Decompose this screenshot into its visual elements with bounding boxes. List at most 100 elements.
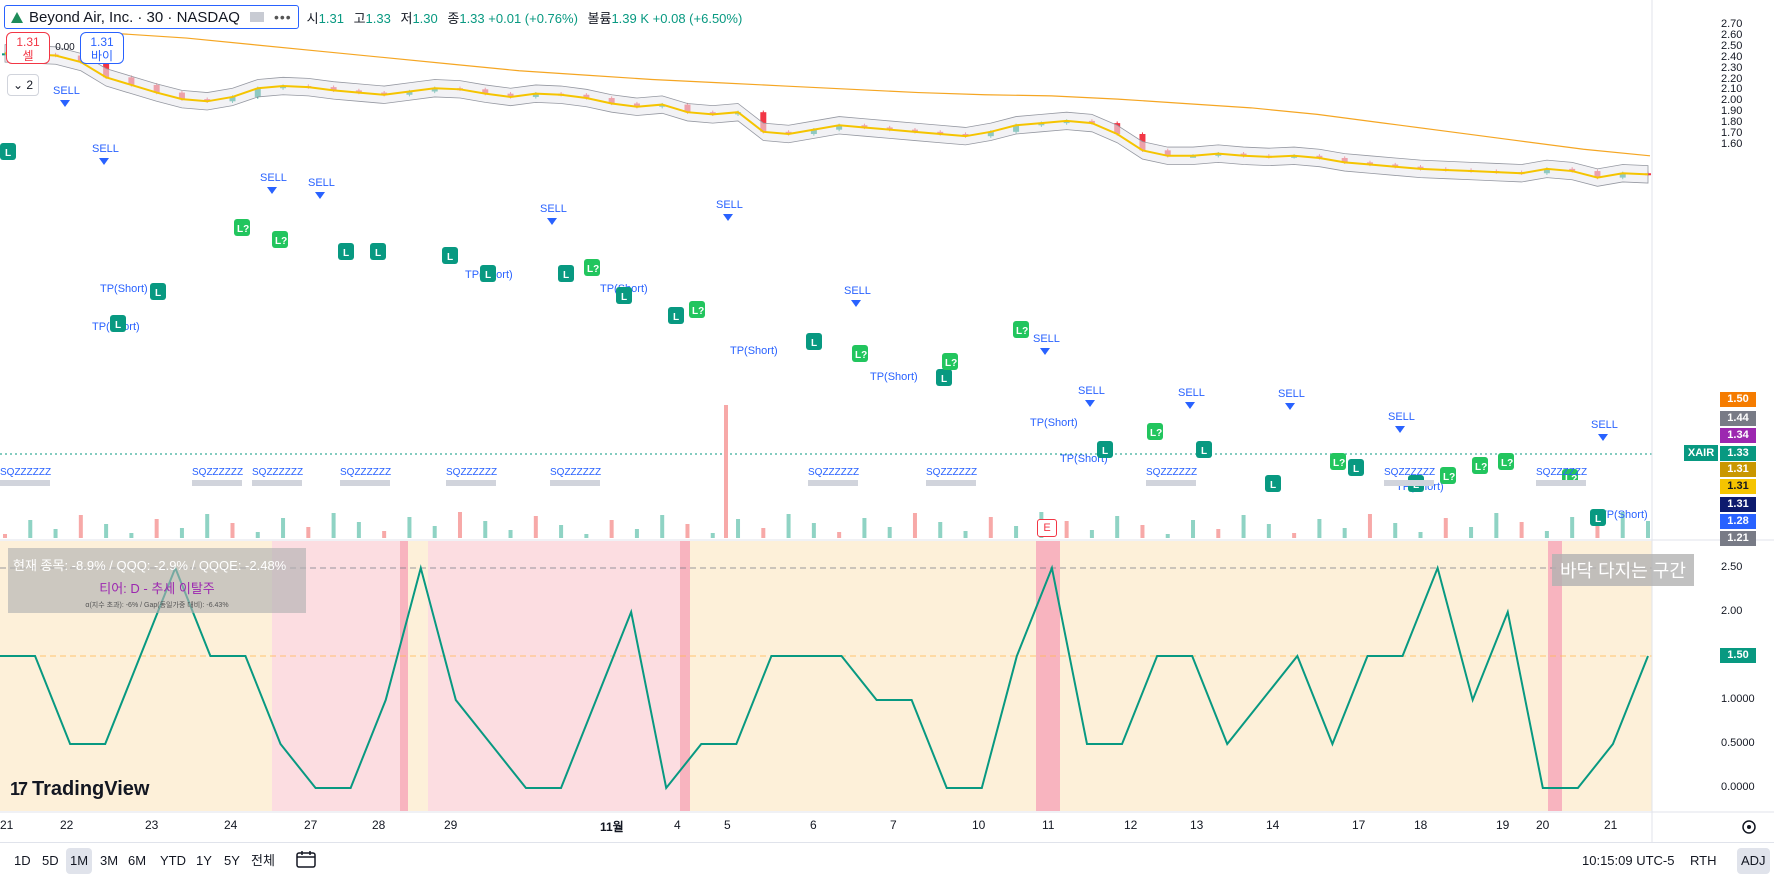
long-signal-box [338, 243, 354, 260]
osc-current-tag: 1.50 [1720, 648, 1756, 663]
calendar-icon[interactable] [296, 850, 316, 868]
tp-short-label: TP(Short) [870, 371, 918, 383]
long-signal-label: L [811, 338, 817, 349]
volume-bar [382, 531, 387, 538]
tp-short-label: TP(Short) [1600, 509, 1648, 521]
sell-triangle-icon [99, 158, 109, 165]
volume-bar [1115, 516, 1120, 538]
volume-bar [432, 526, 437, 538]
long-signal-label: L [1201, 446, 1207, 457]
long-signal-label: L [621, 292, 627, 303]
timeframe-3M[interactable]: 3M [100, 853, 119, 868]
timeframe-6M[interactable]: 6M [128, 853, 147, 868]
volume-bar [78, 515, 83, 538]
long-signal-label: L? [1501, 458, 1513, 469]
long-signal-box [936, 369, 952, 386]
more-icon[interactable]: ••• [273, 9, 292, 25]
price-axis-label: 2.70 [1721, 18, 1743, 30]
price-axis-label: 2.30 [1721, 61, 1743, 74]
bollinger-band [4, 44, 1649, 187]
squeeze-bar [926, 480, 976, 486]
long-signal-box [1147, 423, 1163, 440]
close-label: 종 [447, 10, 460, 26]
volume-bar [306, 527, 311, 538]
volume-bar [407, 517, 412, 538]
long-signal-box [1498, 453, 1514, 470]
gear-icon[interactable] [1740, 818, 1758, 836]
timeframe-5Y[interactable]: 5Y [224, 853, 240, 868]
price-tag: 1.50 [1720, 392, 1756, 407]
volume-bar [988, 517, 993, 538]
rth-toggle[interactable]: RTH [1690, 853, 1717, 868]
long-signal-box [1472, 457, 1488, 474]
tp-short-label: TP(Short) [100, 283, 148, 295]
volume-change: +0.08 (+6.50%) [652, 10, 743, 26]
volume-bar [281, 518, 286, 538]
date-label: 7 [890, 818, 897, 832]
long-signal-box [150, 283, 166, 300]
volume-bar [483, 521, 488, 538]
squeeze-label: SQZZZZZZ [1536, 467, 1587, 478]
volume-bar [1342, 528, 1347, 538]
weak-zone [428, 541, 690, 811]
squeeze-bar [252, 480, 302, 486]
date-label: 10 [972, 818, 986, 832]
clock[interactable]: 10:15:09 UTC-5 [1582, 853, 1675, 868]
timeframe-1M[interactable]: 1M [66, 848, 93, 874]
volume-bar [736, 519, 741, 538]
price-axis-label: 2.10 [1721, 83, 1743, 96]
timeframe-1D[interactable]: 1D [14, 853, 31, 868]
high-value: 1.33 [365, 10, 391, 26]
volume-bar [1469, 527, 1474, 538]
sell-triangle-icon [851, 300, 861, 307]
volume-bar [559, 525, 564, 538]
volume-bar [1494, 513, 1499, 538]
trade-panel: 1.31 셀 0.00 1.31 바이 [6, 32, 124, 64]
ohlc-legend: 시1.31 고1.33 저1.30 종1.33 +0.01 (+0.76%) 볼… [301, 8, 743, 27]
volume-bar [508, 530, 513, 538]
price-axis-label: 1.80 [1721, 116, 1743, 129]
date-label: 18 [1414, 818, 1428, 832]
performance-line: 현재 종목: -8.9% / QQQ: -2.9% / QQQE: -2.48% [13, 558, 287, 573]
long-signal-box [234, 219, 250, 236]
volume-bar [1367, 514, 1372, 538]
indicators-collapse-button[interactable]: ⌄ 2 [7, 74, 39, 96]
date-label: 22 [60, 818, 74, 832]
long-signal-label: L? [1443, 472, 1455, 483]
timeframe-5D[interactable]: 5D [42, 853, 59, 868]
adj-toggle[interactable]: ADJ [1737, 848, 1770, 874]
indicator-count: 2 [26, 78, 34, 92]
long-signal-label: L [941, 374, 947, 385]
squeeze-label: SQZZZZZZ [1146, 467, 1197, 478]
osc-axis-label: 0.0000 [1721, 781, 1755, 793]
earnings-badge[interactable]: E [1037, 519, 1057, 537]
volume-bar [1292, 533, 1297, 538]
volume-bar [837, 532, 842, 538]
volume-bar [179, 528, 184, 538]
price-axis-label: 2.20 [1721, 72, 1743, 85]
timeframe-1Y[interactable]: 1Y [196, 853, 212, 868]
volume-bar [862, 518, 867, 538]
main-chart[interactable]: SELL SELL SELL SELL SELL SELL SELL SELL SELL SELL… [0, 0, 1774, 842]
squeeze-bar [1146, 480, 1196, 486]
volume-bar [356, 522, 361, 538]
volume-bar [660, 515, 665, 538]
tradingview-logo[interactable]: 17 TradingView [10, 778, 149, 801]
symbol-selector[interactable]: Beyond Air, Inc. · 30 · NASDAQ ••• [4, 5, 299, 29]
volume-bar [1165, 534, 1170, 538]
volume-bar [104, 524, 109, 538]
long-signal-label: L? [587, 264, 599, 275]
buy-button[interactable]: 1.31 바이 [80, 32, 124, 64]
timeframe-전체[interactable]: 전체 [251, 853, 275, 868]
sell-label: 셀 [22, 49, 34, 63]
volume-label: 볼륨 [587, 10, 612, 26]
timeframe-YTD[interactable]: YTD [160, 853, 186, 868]
sell-signal-label: SELL [1591, 419, 1618, 431]
long-signal-box [1013, 321, 1029, 338]
long-signal-label: L? [1475, 462, 1487, 473]
osc-axis-label: 1.0000 [1721, 693, 1755, 705]
sell-button[interactable]: 1.31 셀 [6, 32, 50, 64]
volume-value: 1.39 K [611, 10, 650, 26]
price-pane[interactable]: SELL SELL SELL SELL SELL SELL SELL SELL SELL SELL… [0, 33, 1652, 538]
close-value: 1.33 [459, 10, 485, 26]
